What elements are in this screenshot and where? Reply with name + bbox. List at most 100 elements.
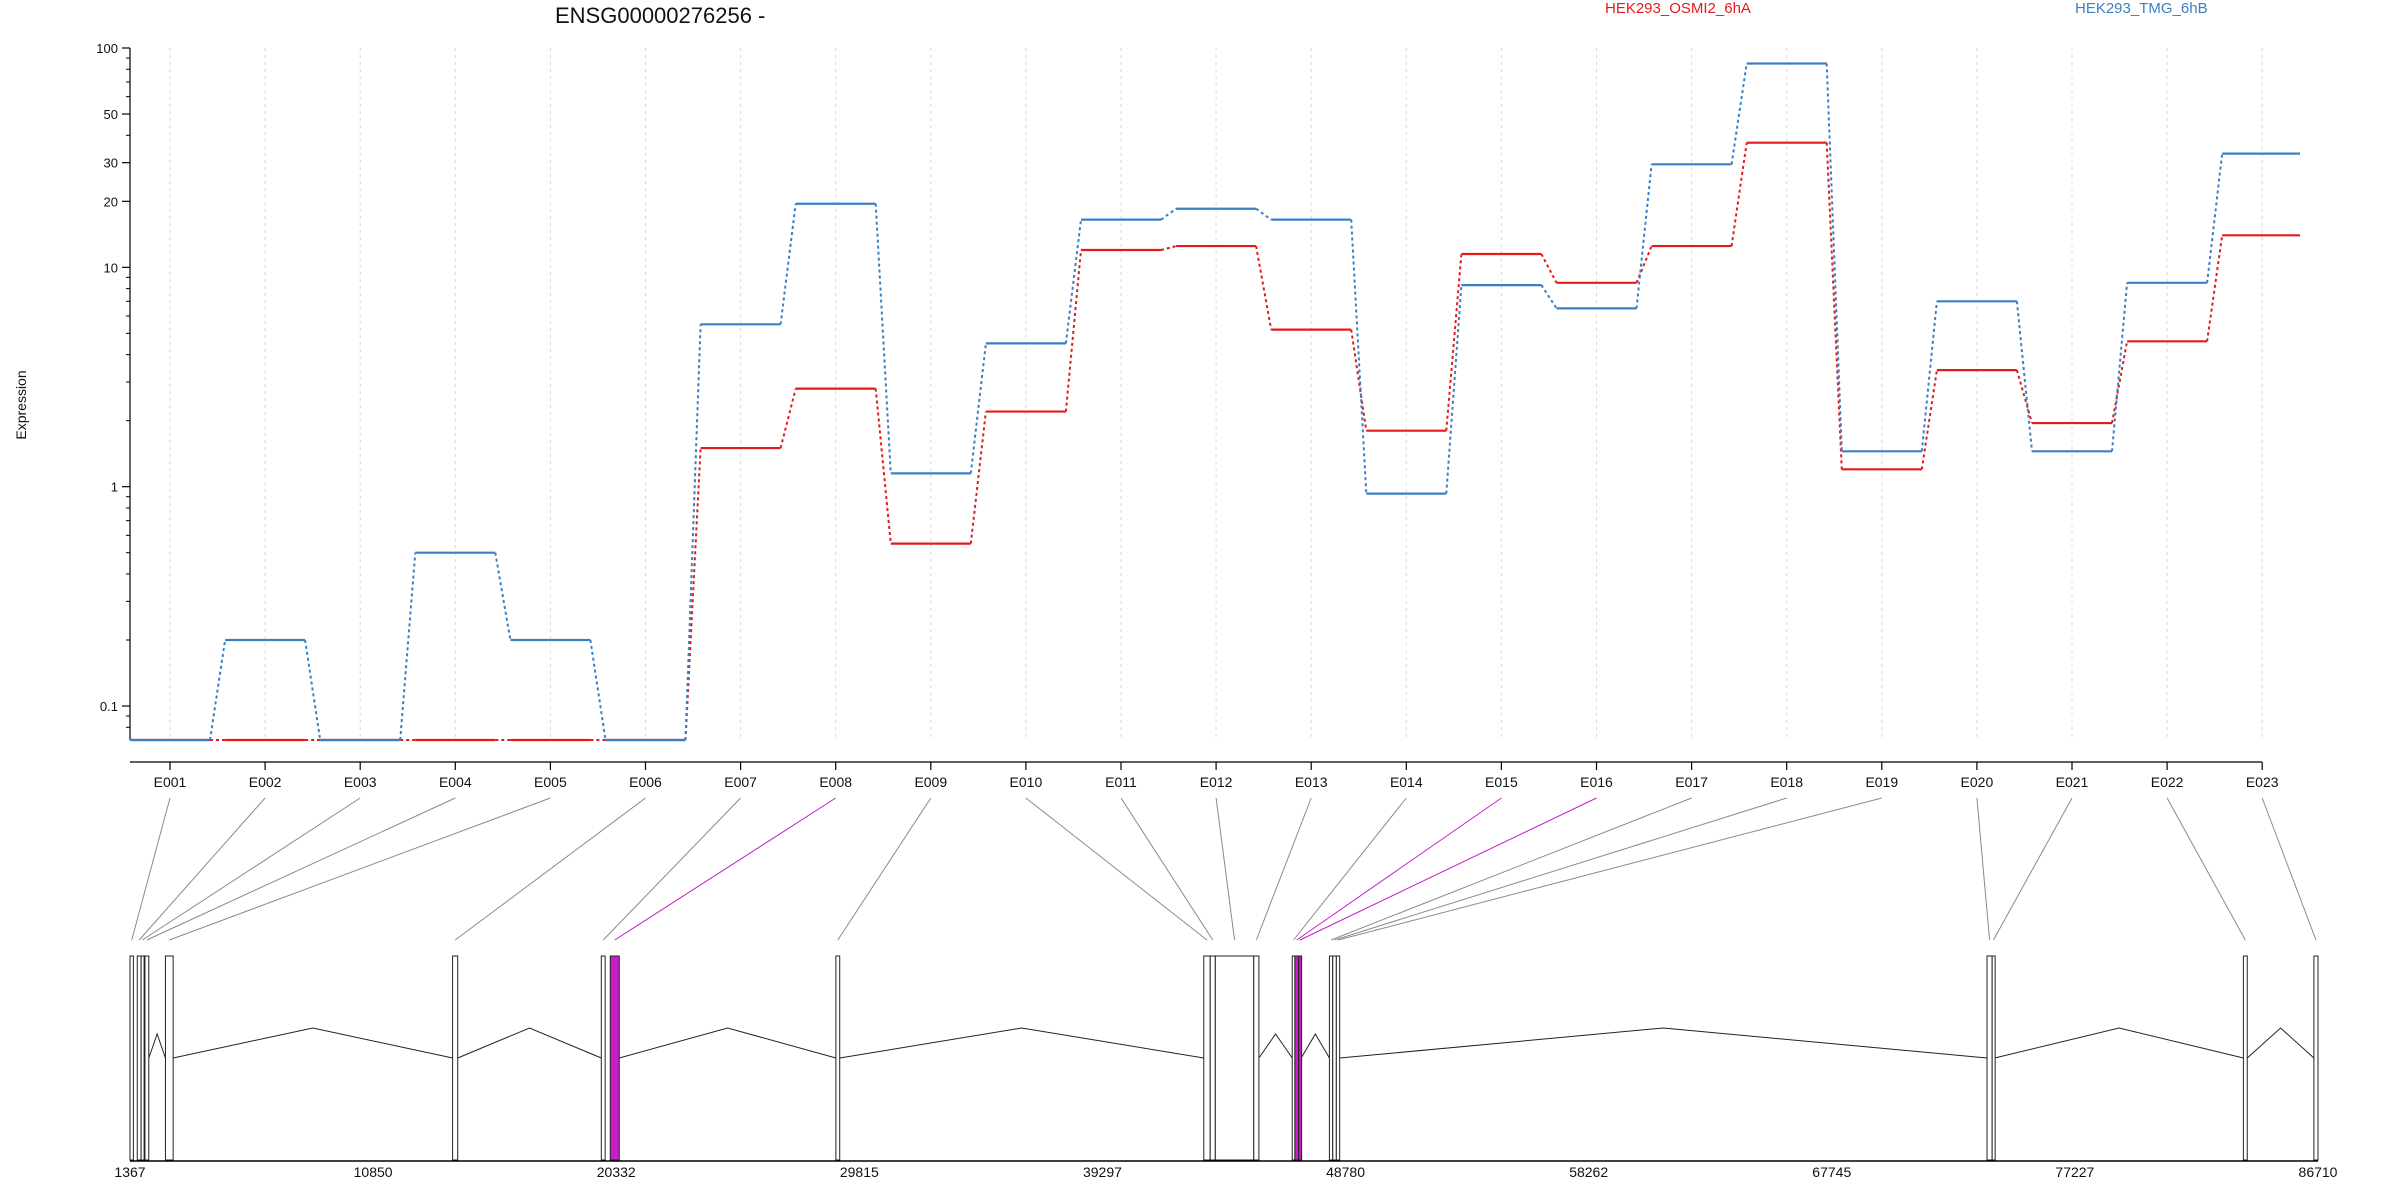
connector-e014 (1293, 797, 1407, 941)
exon-connector-lines (131, 797, 2317, 941)
exon-box-e020 (1986, 955, 1993, 1161)
data-connector (1350, 329, 1368, 431)
coordinate-tick-label: 67745 (1812, 1164, 1851, 1180)
data-connector (304, 639, 322, 741)
coordinate-tick-label: 86710 (2299, 1164, 2338, 1180)
data-connector (1920, 301, 1938, 452)
exon-box-e015 (1294, 955, 1300, 1161)
connector-e010 (1025, 797, 1208, 941)
x-tick-label-e023: E023 (2246, 774, 2279, 790)
series-2 (130, 62, 2300, 742)
connector-e011 (1120, 797, 1214, 941)
x-tick-label-e002: E002 (249, 774, 282, 790)
x-tick-label-e006: E006 (629, 774, 662, 790)
data-connector (2111, 341, 2129, 424)
connector-e022 (2166, 797, 2246, 941)
y-tick-label: 0.1 (100, 699, 118, 714)
intron (2246, 1027, 2315, 1059)
connector-e012 (1215, 797, 1236, 941)
x-tick-label-e013: E013 (1295, 774, 1328, 790)
data-connector (1635, 164, 1653, 309)
data-connector (779, 203, 797, 325)
data-connector (1445, 285, 1463, 494)
connector-e023 (2261, 797, 2317, 941)
coordinate-tick-label: 48780 (1326, 1164, 1365, 1180)
vertical-gridlines (169, 48, 2263, 740)
data-connector (1540, 253, 1558, 284)
data-connector (2015, 369, 2033, 424)
exon-box-e010 (1203, 955, 1211, 1161)
exon-box-e008 (609, 955, 620, 1161)
x-tick-label-e004: E004 (439, 774, 472, 790)
exon-box-e004 (144, 955, 150, 1161)
y-tick-label: 100 (96, 41, 118, 56)
connector-e020 (1976, 797, 1991, 941)
data-connector (2206, 235, 2224, 342)
data-connector (589, 639, 607, 741)
data-connector (2206, 153, 2224, 283)
data-connector (1825, 63, 1843, 452)
intron (1339, 1027, 1988, 1059)
data-connector (2015, 301, 2033, 452)
series-lines (130, 62, 2300, 742)
connector-e004 (146, 797, 456, 941)
intron (1994, 1027, 2244, 1059)
data-connector (779, 388, 797, 449)
x-tick-label-e007: E007 (724, 774, 757, 790)
exon-box-e018 (1332, 955, 1337, 1161)
connector-e021 (1992, 797, 2073, 941)
exon-box-e005 (164, 955, 174, 1161)
coordinate-tick-label: 39297 (1083, 1164, 1122, 1180)
data-connector (1160, 245, 1177, 251)
data-connector (874, 388, 892, 544)
x-tick-label-e020: E020 (1961, 774, 1994, 790)
data-connector (494, 552, 512, 641)
coordinate-tick-label: 29815 (840, 1164, 879, 1180)
connector-e017 (1330, 797, 1692, 941)
connector-e019 (1337, 797, 1882, 941)
y-tick-label: 50 (104, 107, 118, 122)
intron (173, 1027, 453, 1059)
data-connector (1920, 369, 1938, 470)
coordinate-tick-label: 58262 (1569, 1164, 1608, 1180)
data-connector (1825, 142, 1843, 470)
data-connector (969, 411, 987, 544)
intron (1300, 1033, 1330, 1059)
connector-e018 (1334, 797, 1787, 941)
x-tick-label-e009: E009 (914, 774, 947, 790)
connector-e002 (138, 797, 266, 941)
connector-e016 (1299, 797, 1597, 941)
data-connector (684, 324, 702, 741)
exon-box-e021 (1991, 955, 1996, 1161)
intron (619, 1027, 837, 1059)
exon-box-e007 (600, 955, 606, 1161)
x-tick-label-e011: E011 (1105, 774, 1137, 790)
x-tick-label-e022: E022 (2151, 774, 2184, 790)
connector-e001 (131, 797, 171, 941)
data-connector (1730, 142, 1748, 247)
x-tick-label-e008: E008 (819, 774, 852, 790)
exon-box-e003 (140, 955, 145, 1161)
data-connector (1445, 253, 1463, 431)
exon-box-e012 (1214, 955, 1255, 1161)
x-tick-label-e021: E021 (2056, 774, 2089, 790)
data-connector (399, 552, 417, 741)
connector-e007 (602, 797, 741, 941)
exon-box-e011 (1209, 955, 1216, 1161)
x-tick-label-e010: E010 (1010, 774, 1043, 790)
data-connector (1255, 245, 1273, 330)
connector-e003 (142, 797, 361, 941)
x-axis: E001 E002 E003 E004 E005 E006 E007 E008 E009 E010… (130, 761, 2279, 790)
exon-box-e002 (136, 955, 142, 1161)
x-tick-label-e014: E014 (1390, 774, 1423, 790)
x-tick-label-e012: E012 (1200, 774, 1233, 790)
coordinate-tick-label: 1367 (114, 1164, 145, 1180)
x-tick-label-e001: E001 (154, 774, 187, 790)
intron (1258, 1033, 1293, 1059)
connector-e006 (454, 797, 646, 941)
data-connector (1064, 219, 1082, 344)
legend-entry-series-2: HEK293_TMG_6hB (2075, 0, 2208, 17)
data-connector (1255, 207, 1272, 221)
data-connector (1730, 63, 1748, 165)
